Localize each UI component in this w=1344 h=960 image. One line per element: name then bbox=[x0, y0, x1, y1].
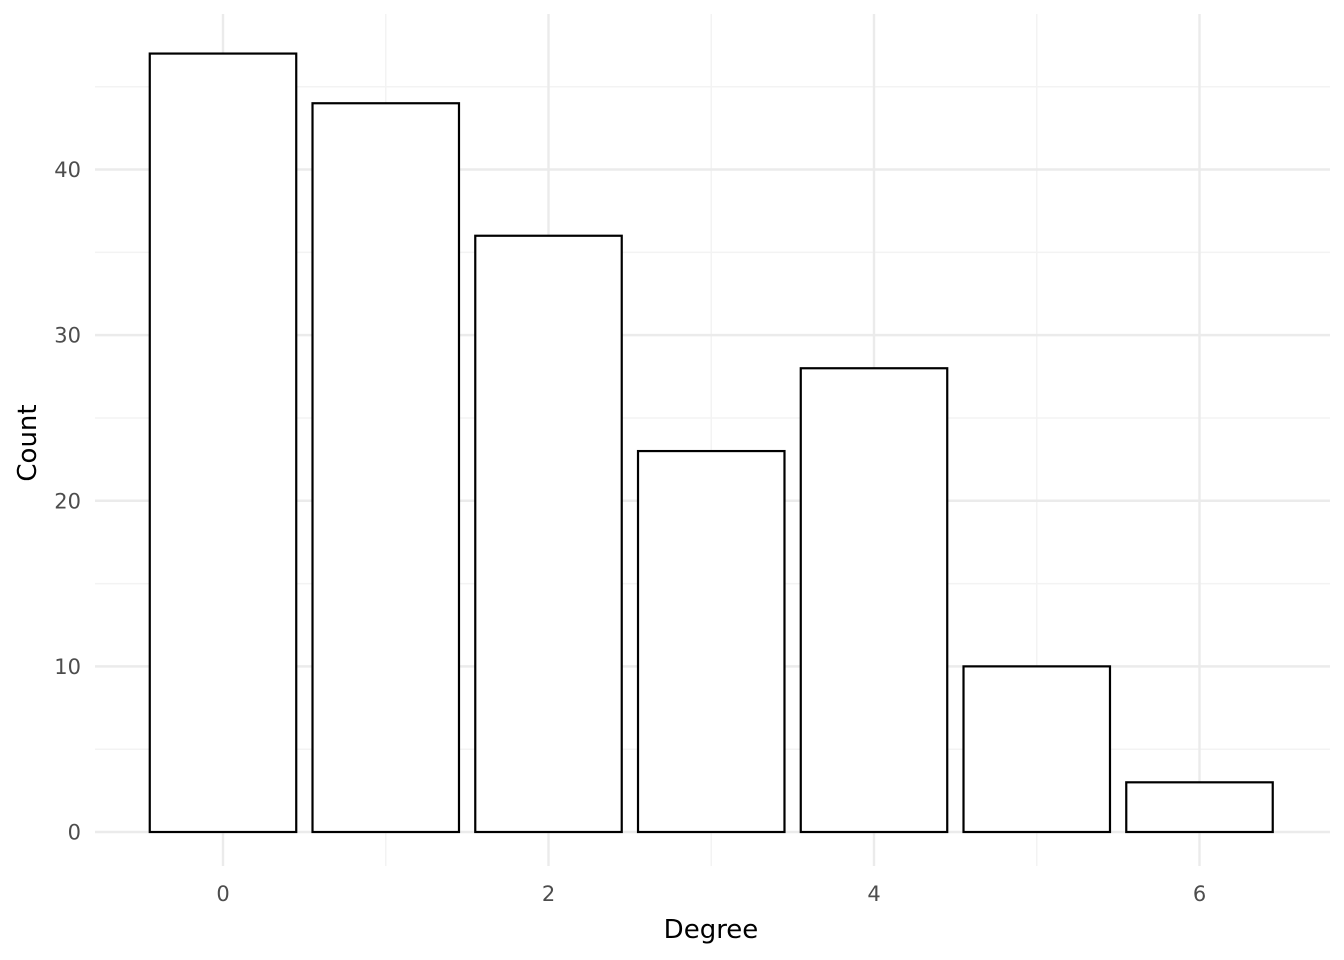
y-tick-label: 40 bbox=[54, 158, 81, 182]
x-axis-ticks: 0 2 4 6 bbox=[216, 882, 1206, 906]
x-axis-title: Degree bbox=[664, 915, 759, 945]
bar bbox=[636, 449, 786, 834]
x-tick-label: 0 bbox=[216, 882, 229, 906]
bar bbox=[1125, 781, 1274, 834]
y-tick-label: 10 bbox=[54, 655, 81, 679]
bar bbox=[311, 102, 461, 834]
bar bbox=[474, 234, 623, 834]
bar bbox=[962, 665, 1112, 834]
x-tick-label: 4 bbox=[867, 882, 880, 906]
y-tick-label: 30 bbox=[54, 324, 81, 348]
y-axis-ticks: 0 10 20 30 40 bbox=[54, 158, 81, 845]
y-tick-label: 20 bbox=[54, 489, 81, 513]
y-axis-title: Count bbox=[13, 404, 43, 481]
bars bbox=[148, 52, 1274, 834]
x-tick-label: 6 bbox=[1193, 882, 1206, 906]
bar bbox=[148, 52, 298, 834]
bar bbox=[799, 367, 949, 834]
y-tick-label: 0 bbox=[68, 821, 81, 845]
x-tick-label: 2 bbox=[542, 882, 555, 906]
